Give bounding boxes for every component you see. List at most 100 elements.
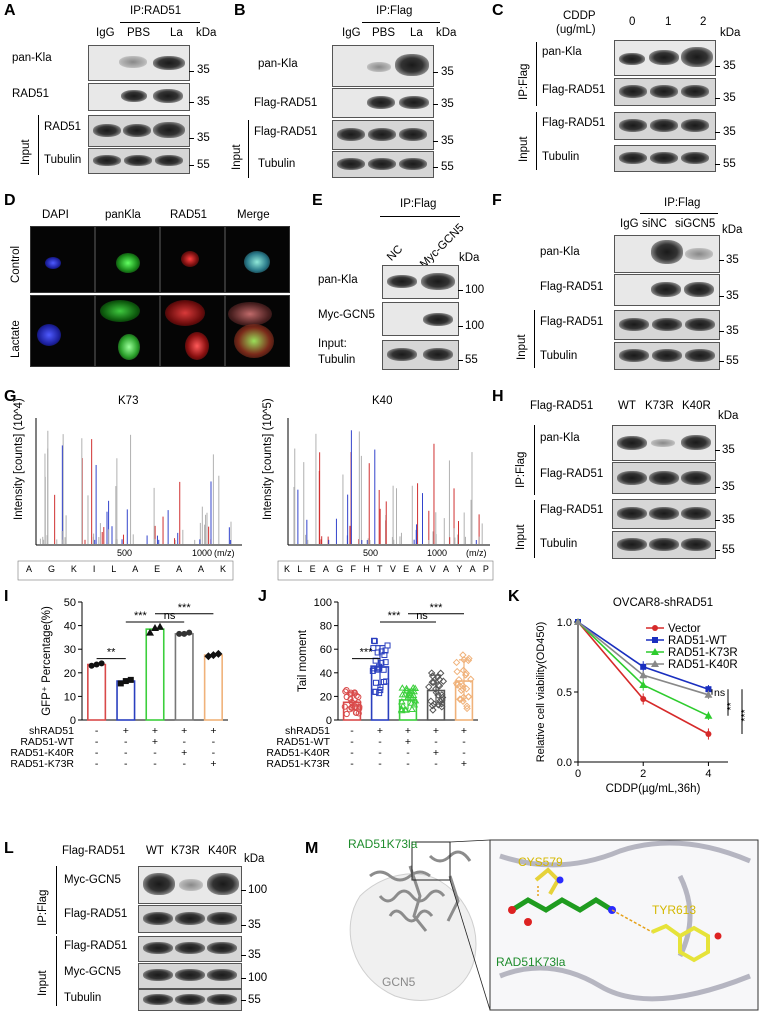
rad51-ribbon	[369, 850, 472, 932]
panel-j-sign: +	[461, 758, 467, 770]
panel-i-ytick-label: 50	[64, 597, 76, 609]
panel-l-kda: kDa	[244, 853, 265, 865]
panel-f-blot-2	[614, 274, 720, 306]
panel-f-row-3: Flag-RAD51	[540, 316, 604, 328]
panel-i-ylabel: GFP⁺ Percentage(%)	[41, 606, 53, 716]
panel-j-point	[383, 678, 390, 685]
residue: F	[350, 564, 356, 574]
residue: A	[443, 564, 450, 574]
panel-k-point	[705, 731, 712, 737]
panel-k-legend-marker	[652, 637, 658, 643]
panel-j-sign: -	[406, 747, 410, 759]
panel-j-point	[355, 699, 362, 706]
micrograph-control-merge	[225, 226, 290, 293]
residue: G	[47, 564, 55, 574]
panel-i-ytick-label: 30	[64, 644, 76, 656]
panel-b-mw-3: 35	[441, 135, 454, 147]
panel-k-xtick-label: 4	[705, 768, 711, 780]
panel-j-point	[465, 654, 473, 663]
panel-e-mw-1: 100	[465, 284, 485, 296]
panel-i-row-label: RAD51-WT	[20, 736, 74, 748]
panel-c-mw-1: 35	[723, 60, 736, 72]
panel-l-row-4: Myc-GCN5	[64, 966, 121, 978]
panel-i-ytick-label: 0	[70, 715, 76, 727]
panel-h-letter: H	[492, 388, 504, 405]
panel-m-letter: M	[305, 840, 319, 857]
zoom-box	[411, 841, 451, 881]
panel-f-mw-3: 35	[726, 325, 739, 337]
panel-i-row-label: RAD51-K40R	[10, 747, 74, 759]
panel-i-sign: -	[212, 736, 216, 748]
panel-f-mw-1: 35	[726, 254, 739, 266]
panel-a-lane-3: La	[170, 27, 183, 39]
panel-j-point	[453, 681, 462, 689]
panel-h-kda: kDa	[718, 410, 739, 422]
panel-j-point	[437, 669, 445, 677]
micrograph-lactate-panKla	[95, 295, 160, 367]
panel-i-point	[156, 622, 164, 630]
panel-j-point	[455, 675, 463, 684]
panel-i-sign: -	[153, 747, 157, 759]
panel-h-lane-2: K73R	[645, 400, 674, 412]
panel-l-row-2: Flag-RAD51	[64, 908, 128, 920]
panel-j-point	[398, 697, 406, 705]
panel-l-blot-3	[138, 936, 242, 962]
panel-i-point	[181, 630, 188, 637]
panel-d-col-4: Merge	[237, 209, 270, 221]
panel-l-blot-4	[138, 963, 242, 989]
panel-j-point	[382, 647, 389, 654]
panel-j-point	[452, 658, 461, 667]
panel-g-title-2: K40	[372, 395, 393, 407]
panel-j-point	[453, 667, 461, 676]
panel-j-sign: -	[434, 736, 438, 748]
tyr613-label: TYR613	[652, 903, 696, 917]
panel-j-point	[384, 642, 391, 649]
panel-a-blot-4	[88, 148, 190, 174]
residue: P	[482, 564, 489, 574]
panel-e-letter: E	[312, 192, 323, 209]
panel-a-ip-bracket	[120, 22, 200, 23]
panel-k-point	[574, 618, 582, 625]
panel-j-point	[401, 690, 409, 698]
panel-j-point	[459, 693, 468, 701]
panel-b-mw-4: 55	[441, 161, 454, 173]
panel-d-letter: D	[4, 192, 16, 209]
panel-j-sign: +	[405, 725, 411, 737]
residue: K	[219, 564, 226, 574]
panel-l-lane-2: K73R	[171, 845, 200, 857]
panel-j-point	[353, 692, 360, 699]
panel-f-mw-4: 55	[726, 355, 739, 367]
panel-a-row-2: RAD51	[12, 88, 50, 100]
panel-f-blot-1	[614, 235, 720, 273]
residue: A	[322, 564, 329, 574]
panel-b-blot-2	[332, 88, 434, 118]
panel-c-treatment: CDDP	[563, 10, 596, 22]
panel-j-point	[434, 701, 443, 709]
panel-a-mw-3: 35	[197, 132, 210, 144]
panel-k-legend-marker	[652, 625, 658, 631]
panel-k-sig-label: ***	[739, 709, 751, 721]
panel-j-sign: -	[462, 736, 466, 748]
panel-j-point	[438, 696, 446, 704]
panel-j-ytick-label: 20	[320, 691, 332, 703]
panel-j-point	[410, 687, 418, 695]
panel-j-sign: +	[461, 725, 467, 737]
panel-b-kda: kDa	[436, 27, 457, 39]
panel-k-point	[639, 681, 648, 688]
panel-c-row-3: Flag-RAD51	[542, 117, 606, 129]
panel-h-row-1: pan-Kla	[540, 432, 580, 444]
panel-e-mw-3: 55	[465, 354, 478, 366]
residue: L	[297, 564, 303, 574]
panel-i-point	[93, 661, 100, 668]
panel-i-sig-label: ns	[164, 610, 176, 622]
panel-j-point	[409, 683, 418, 691]
panel-g-xunit-1: (m/z)	[214, 548, 235, 558]
panel-i-point	[88, 662, 95, 669]
panel-i-point	[98, 660, 105, 667]
panel-a-lane-1: IgG	[96, 27, 115, 39]
panel-j-point	[429, 678, 438, 687]
panel-j-letter: J	[258, 588, 267, 605]
panel-j-point	[397, 705, 406, 713]
panel-h-blot-3	[612, 499, 716, 529]
